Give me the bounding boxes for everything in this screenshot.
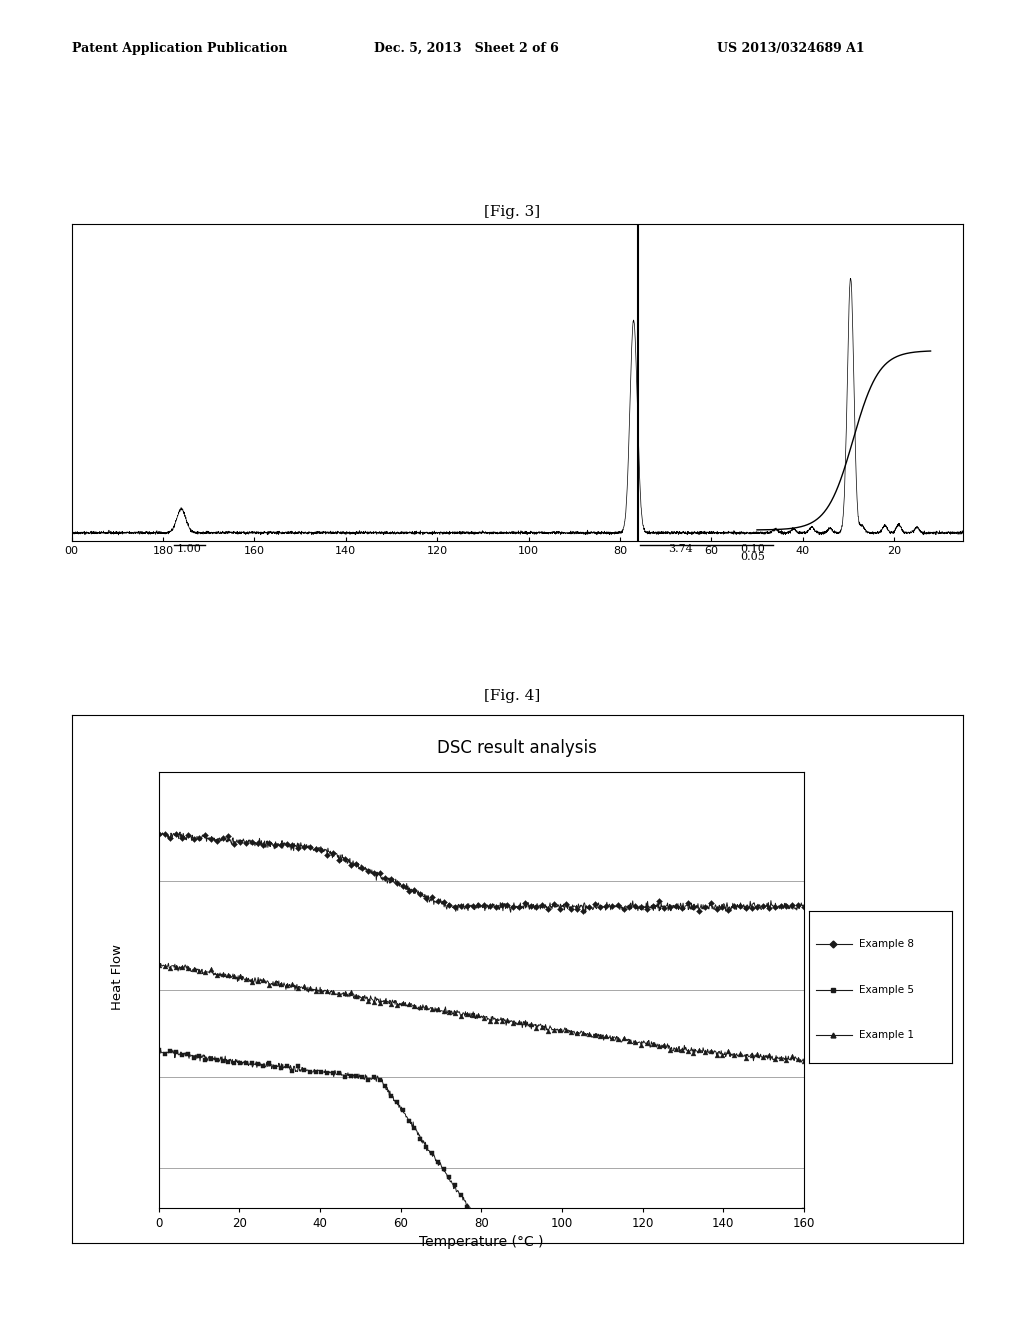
- Text: Example 8: Example 8: [859, 940, 914, 949]
- Text: Patent Application Publication: Patent Application Publication: [72, 42, 287, 55]
- Text: Example 5: Example 5: [859, 985, 914, 995]
- Text: [Fig. 4]: [Fig. 4]: [484, 689, 540, 704]
- Text: Example 1: Example 1: [859, 1031, 914, 1040]
- Text: 0.05: 0.05: [740, 552, 765, 562]
- X-axis label: Temperature (°C ): Temperature (°C ): [419, 1236, 544, 1250]
- Text: 3.74: 3.74: [669, 544, 693, 554]
- Text: 1.00: 1.00: [177, 544, 202, 554]
- Text: DSC result analysis: DSC result analysis: [437, 739, 597, 758]
- Text: Dec. 5, 2013   Sheet 2 of 6: Dec. 5, 2013 Sheet 2 of 6: [374, 42, 558, 55]
- Text: Heat Flow: Heat Flow: [112, 944, 124, 1010]
- Text: [Fig. 3]: [Fig. 3]: [484, 205, 540, 219]
- Text: 0.10: 0.10: [740, 544, 765, 554]
- Text: US 2013/0324689 A1: US 2013/0324689 A1: [717, 42, 864, 55]
